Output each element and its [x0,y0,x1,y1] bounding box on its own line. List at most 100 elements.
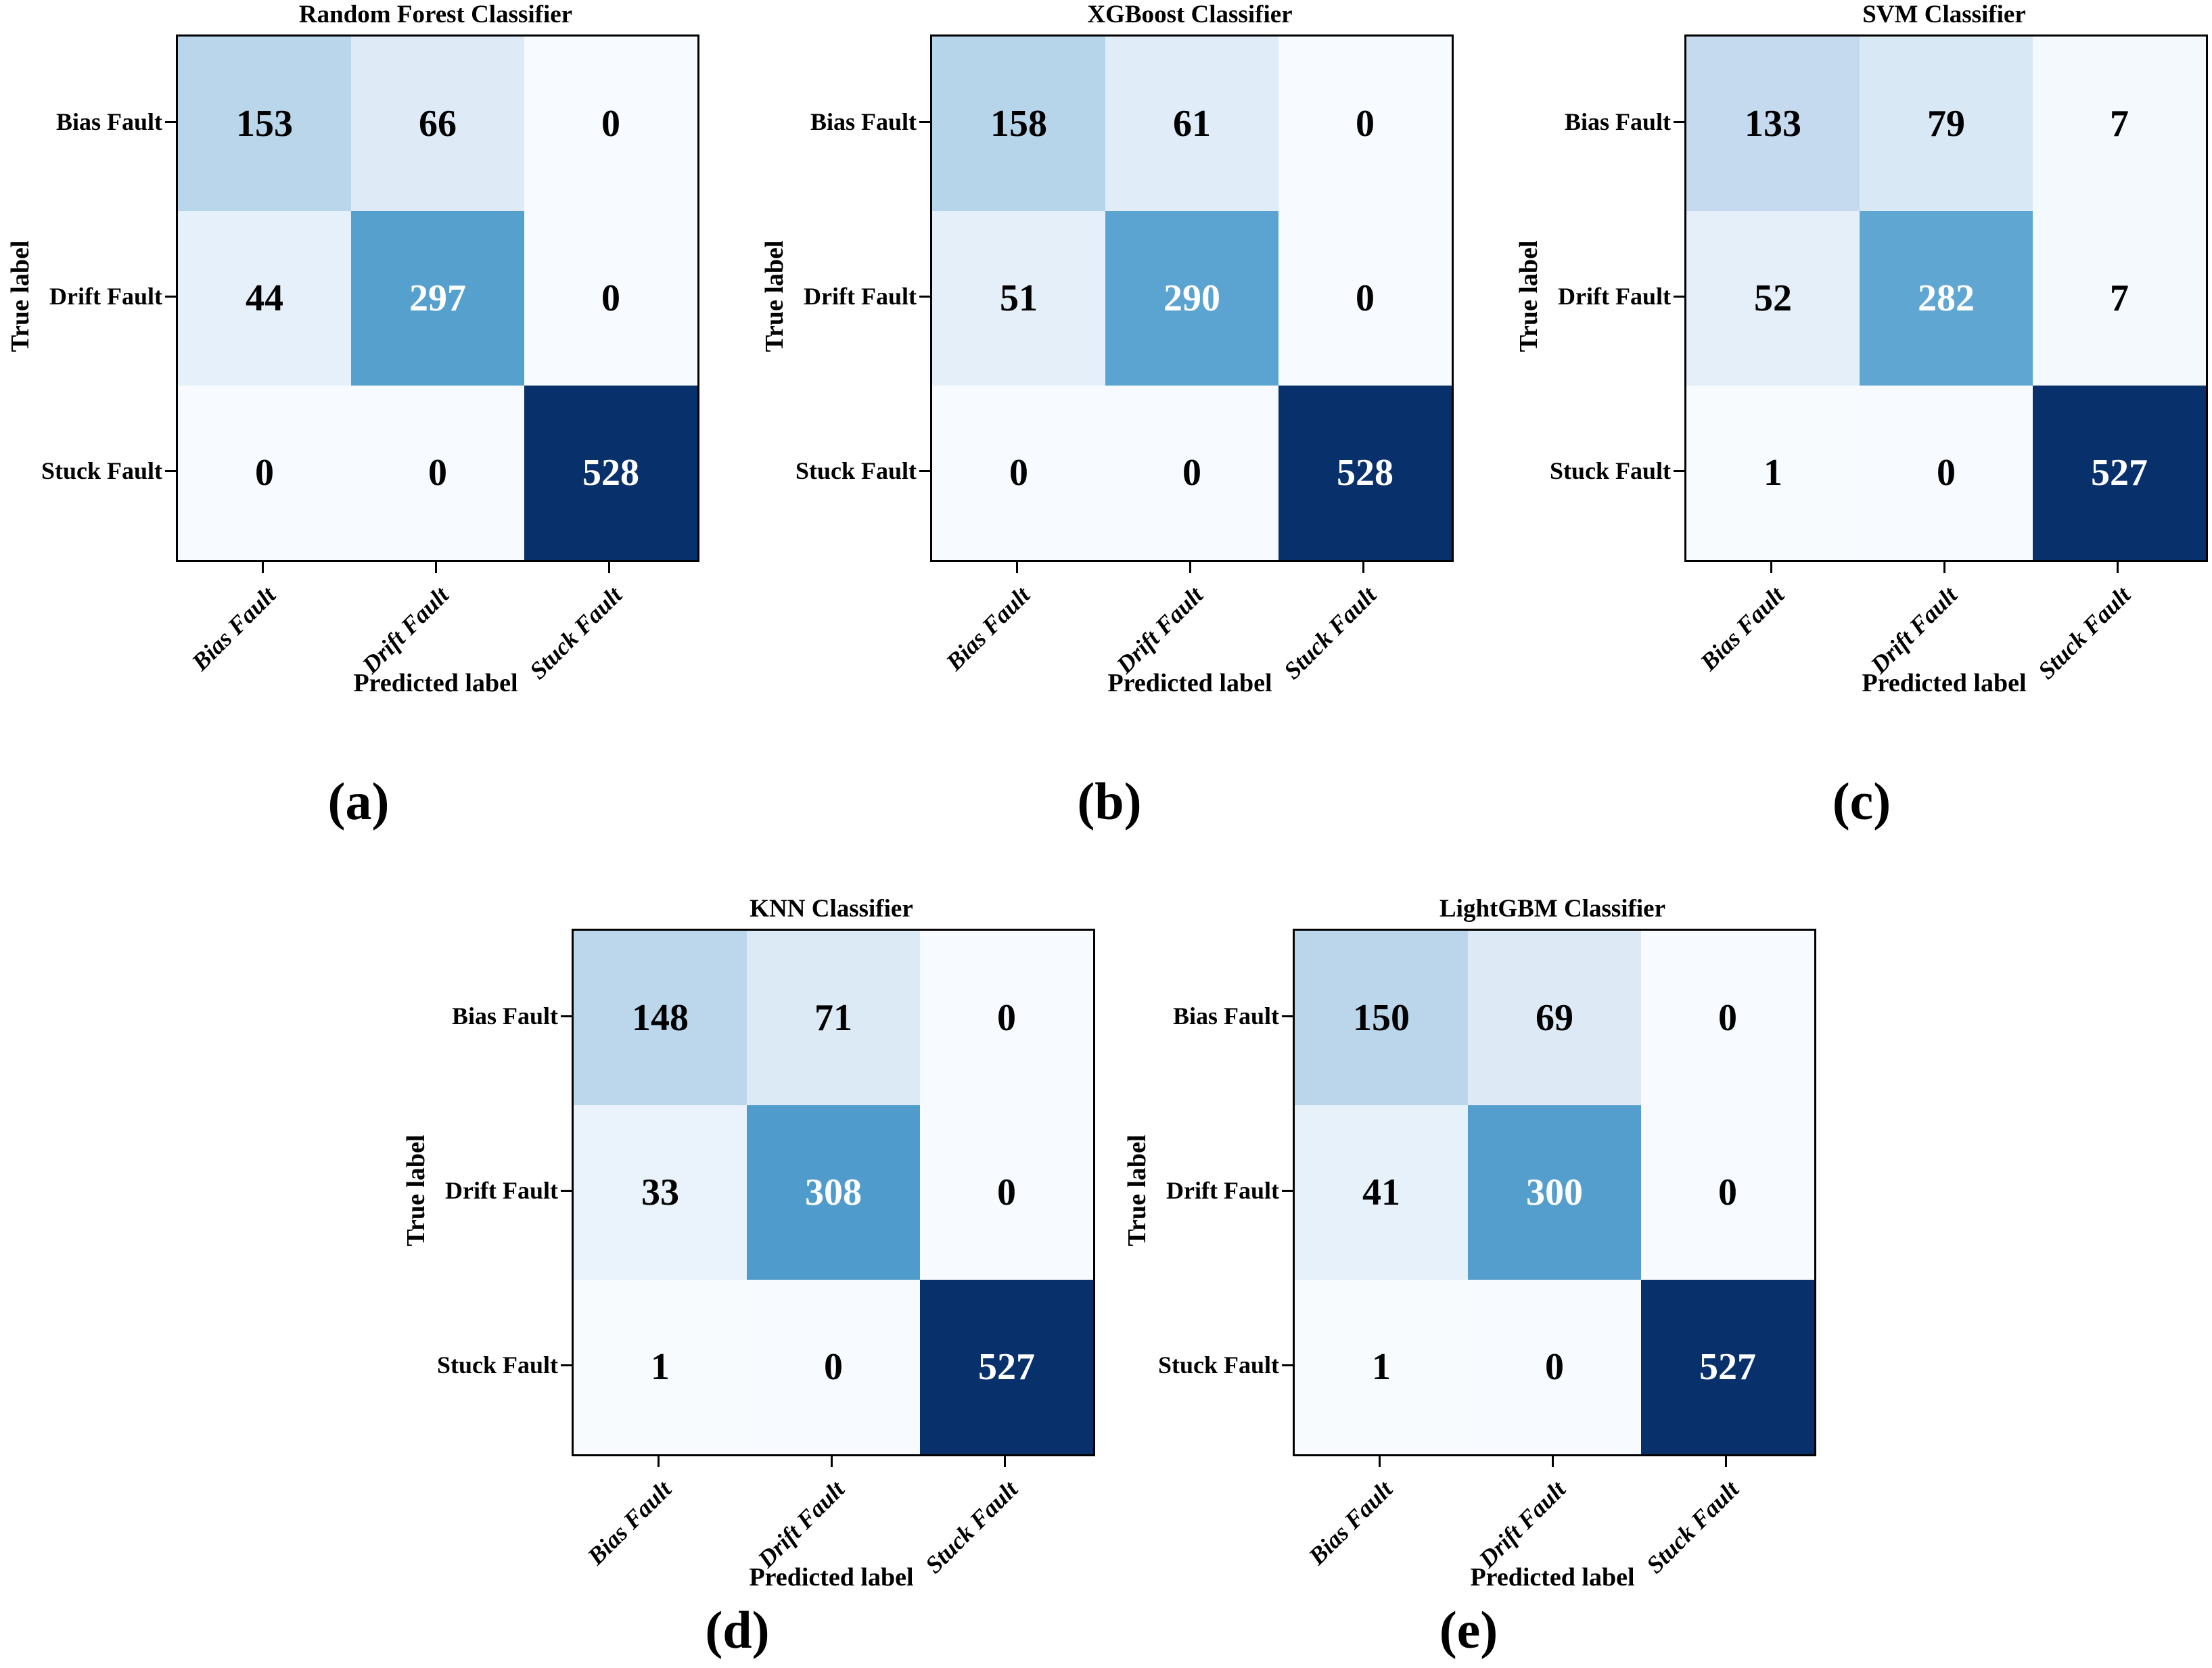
matrix-cell: 1 [574,1280,747,1454]
y-tick [561,1190,572,1192]
panel-caption: (e) [1439,1600,1498,1659]
matrix-cell: 7 [2033,211,2206,386]
x-tick-label: Bias Fault [940,581,1035,676]
x-tick-label: Drift Fault [1473,1475,1571,1573]
matrix-cell: 527 [1641,1280,1814,1454]
panel-caption: (a) [327,772,390,831]
matrix-cell: 158 [932,37,1105,211]
x-tick [1725,1456,1727,1467]
heatmap-plot: 148 71 0 33 308 0 1 0 527 [572,929,1095,1456]
panel-title: KNN Classifier [750,895,913,923]
matrix-cell: 0 [1860,386,2033,560]
y-tick-label: Stuck Fault [41,457,162,484]
matrix-cell: 41 [1295,1105,1468,1280]
panel-title: Random Forest Classifier [298,1,573,28]
matrix-cell: 44 [178,211,351,386]
y-tick-label: Bias Fault [55,108,162,135]
heatmap-plot: 153 66 0 44 297 0 0 0 528 [176,34,699,562]
x-tick [1552,1456,1554,1467]
x-tick [1189,562,1191,573]
panel-title: SVM Classifier [1862,1,2026,28]
y-tick-label: Drift Fault [1558,283,1671,310]
x-axis-label: Predicted label [1862,669,2027,697]
matrix-cell: 0 [932,386,1105,560]
y-tick [1282,1190,1293,1192]
x-tick [831,1456,833,1467]
matrix-cell: 282 [1860,211,2033,386]
y-tick-label: Drift Fault [49,283,162,310]
y-tick-label: Drift Fault [1166,1177,1279,1204]
matrix-cell: 0 [1641,1105,1814,1280]
y-tick [561,1364,572,1366]
matrix-cell: 1 [1295,1280,1468,1454]
y-tick-label: Stuck Fault [1549,457,1671,484]
matrix-cell: 527 [2033,386,2206,560]
x-tick [2117,562,2119,573]
matrix-cell: 0 [1278,211,1452,386]
x-tick [1016,562,1018,573]
matrix-cell: 1 [1686,386,1860,560]
confusion-matrix-panel-b: XGBoost Classifier True label 158 61 0 51 29… [687,0,1728,885]
heatmap-plot: 150 69 0 41 300 0 1 0 527 [1293,929,1816,1456]
x-tick [262,562,264,573]
matrix-cell: 0 [1105,386,1278,560]
matrix-cell: 66 [351,37,524,211]
matrix-cell: 297 [351,211,524,386]
matrix-cell: 79 [1860,37,2033,211]
matrix-cell: 0 [747,1280,920,1454]
matrix-cell: 7 [2033,37,2206,211]
y-tick [1282,1364,1293,1366]
y-tick [1674,121,1684,123]
matrix-cell: 133 [1686,37,1860,211]
x-tick-label: Drift Fault [752,1475,850,1573]
y-tick [919,121,930,123]
matrix-cell: 308 [747,1105,920,1280]
confusion-matrix-panel-e: LightGBM Classifier True label 150 69 0 41 3… [1049,887,2091,1668]
matrix-cell: 69 [1468,931,1641,1105]
matrix-cell: 150 [1295,931,1468,1105]
confusion-matrix-panel-a: Random Forest Classifier True label 153 6… [0,0,974,885]
panel-caption: (b) [1077,772,1142,831]
x-tick-label: Drift Fault [356,581,454,679]
y-tick-label: Bias Fault [1172,1002,1279,1029]
matrix-cell: 52 [1686,211,1860,386]
x-tick [1943,562,1945,573]
x-axis-label: Predicted label [353,669,518,697]
y-tick [1282,1015,1293,1017]
heatmap-plot: 158 61 0 51 290 0 0 0 528 [930,34,1454,562]
matrix-cell: 71 [747,931,920,1105]
heatmap-plot: 133 79 7 52 282 7 1 0 527 [1684,34,2208,562]
y-tick-label: Stuck Fault [795,457,917,484]
matrix-cell: 61 [1105,37,1278,211]
x-tick [1379,1456,1381,1467]
panel-caption: (c) [1832,772,1891,831]
matrix-cell: 0 [524,211,697,386]
x-tick [435,562,437,573]
y-tick-label: Bias Fault [1564,108,1671,135]
x-tick-label: Drift Fault [1865,581,1962,679]
matrix-cell: 0 [524,37,697,211]
y-tick-label: Stuck Fault [436,1351,558,1379]
matrix-cell: 300 [1468,1105,1641,1280]
x-tick-label: Drift Fault [1111,581,1208,679]
matrix-cell: 528 [524,386,697,560]
matrix-cell: 0 [1278,37,1452,211]
matrix-cell: 148 [574,931,747,1105]
x-tick-label: Bias Fault [582,1475,676,1571]
confusion-matrix-panel-c: SVM Classifier True label 133 79 7 52 282 7 1 0… [1441,0,2212,885]
panel-title: LightGBM Classifier [1439,895,1665,923]
y-tick-label: Bias Fault [810,108,917,135]
y-tick-label: Stuck Fault [1157,1351,1279,1379]
y-tick [919,296,930,298]
matrix-cell: 0 [920,931,1093,1105]
x-tick [1004,1456,1006,1467]
matrix-cell: 0 [1641,931,1814,1105]
x-tick [658,1456,660,1467]
y-tick [1674,470,1684,472]
y-tick [165,121,176,123]
y-tick-label: Drift Fault [804,283,917,310]
x-tick-label: Bias Fault [1303,1475,1398,1571]
x-tick [1362,562,1364,573]
x-axis-label: Predicted label [749,1563,914,1592]
